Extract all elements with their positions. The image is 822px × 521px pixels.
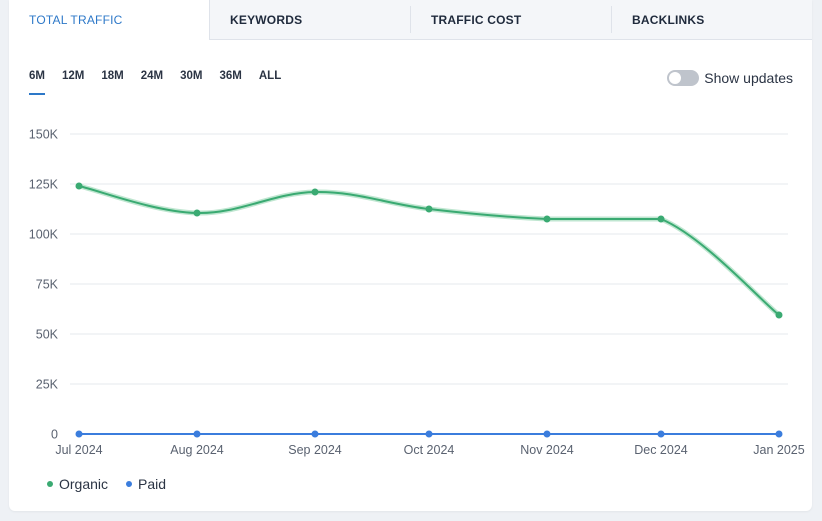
paid-point (543, 430, 551, 438)
range-18m[interactable]: 18M (101, 70, 124, 82)
toggle-switch[interactable] (667, 70, 700, 86)
paid-point (193, 430, 201, 438)
tab-traffic-cost[interactable]: TRAFFIC COST (411, 0, 612, 40)
tab-keywords[interactable]: KEYWORDS (210, 0, 411, 40)
range-6m[interactable]: 6M (29, 70, 45, 95)
y-tick-label: 0 (51, 428, 58, 442)
toggle-knob (669, 72, 682, 84)
paid-point (425, 430, 433, 438)
legend-paid-label: Paid (138, 476, 167, 492)
paid-point (775, 430, 783, 438)
range-all[interactable]: ALL (258, 70, 282, 82)
organic-point (311, 188, 319, 196)
y-tick-label: 125K (29, 178, 59, 192)
organic-point (543, 215, 551, 223)
range-selector: 6M 12M 18M 24M 30M 36M ALL (29, 70, 298, 95)
organic-point (425, 205, 433, 213)
legend-organic-label: Organic (59, 476, 109, 492)
legend-item-organic[interactable]: Organic (47, 476, 108, 492)
legend-paid-dot (126, 481, 133, 487)
y-tick-label: 150K (29, 128, 59, 142)
organic-point (75, 182, 83, 190)
x-tick-label: Jul 2024 (55, 443, 102, 457)
organic-point (193, 209, 201, 217)
y-tick-label: 100K (29, 228, 59, 242)
paid-point (311, 430, 319, 438)
x-tick-label: Nov 2024 (520, 443, 574, 457)
organic-line-halo (76, 183, 782, 318)
paid-point (75, 430, 83, 438)
paid-point (657, 430, 665, 438)
x-tick-label: Sep 2024 (288, 443, 342, 457)
x-tick-label: Jan 2025 (753, 443, 804, 457)
tab-total-traffic[interactable]: TOTAL TRAFFIC (9, 0, 210, 40)
organic-point (657, 215, 665, 223)
organic-line (78, 185, 780, 316)
legend-organic-dot (47, 481, 53, 487)
range-12m[interactable]: 12M (61, 70, 85, 82)
y-tick-label: 75K (36, 278, 59, 292)
y-tick-label: 25K (36, 378, 59, 392)
x-tick-label: Aug 2024 (170, 443, 224, 457)
show-updates-label: Show updates (704, 70, 793, 86)
tab-backlinks[interactable]: BACKLINKS (612, 0, 812, 40)
legend-item-paid[interactable]: Paid (126, 476, 166, 492)
range-30m[interactable]: 30M (180, 70, 203, 82)
y-tick-label: 50K (36, 328, 59, 342)
range-36m[interactable]: 36M (219, 70, 242, 82)
range-24m[interactable]: 24M (140, 70, 164, 82)
organic-point (775, 311, 783, 319)
traffic-line-chart: 0 25K 50K 75K 100K 125K 150K Jul 2024 Aug 2024 Se… (29, 128, 805, 458)
chart-legend: Organic Paid (47, 476, 184, 492)
x-tick-label: Oct 2024 (404, 443, 455, 457)
tab-bar: TOTAL TRAFFIC KEYWORDS TRAFFIC COST BACK… (9, 0, 812, 40)
show-updates-toggle[interactable]: Show updates (667, 70, 793, 86)
x-tick-label: Dec 2024 (634, 443, 688, 457)
traffic-card: TOTAL TRAFFIC KEYWORDS TRAFFIC COST BACK… (9, 0, 812, 511)
